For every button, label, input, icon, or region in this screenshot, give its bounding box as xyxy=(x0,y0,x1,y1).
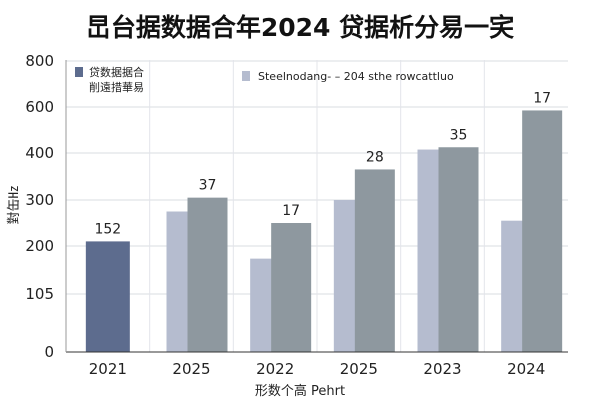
x-tick-label: 2024 xyxy=(507,360,545,378)
bar xyxy=(354,169,395,352)
bar xyxy=(438,147,479,352)
data-label: 28 xyxy=(366,149,384,165)
data-label: 35 xyxy=(450,127,468,143)
bar xyxy=(522,110,563,352)
y-tick-label: 300 xyxy=(25,191,54,209)
y-tick-label: 800 xyxy=(25,52,54,70)
y-tick-label: 0 xyxy=(44,343,54,361)
bar xyxy=(333,200,356,352)
y-tick-label: 400 xyxy=(25,144,54,162)
x-tick-label: 2023 xyxy=(423,360,461,378)
data-label: 17 xyxy=(533,90,551,106)
bar xyxy=(417,149,440,352)
legend-label: 削遠措華易 xyxy=(89,80,144,94)
legend-swatch xyxy=(242,71,250,81)
y-tick-label: 200 xyxy=(25,237,54,255)
chart-title: 旵台据数据合年2024 贷据析分易一宎 xyxy=(85,13,515,42)
x-axis-title: 形数个高 Pehrt xyxy=(255,383,345,399)
legend-swatch xyxy=(75,67,83,77)
x-tick-label: 2025 xyxy=(340,360,378,378)
bar xyxy=(166,211,189,352)
bar xyxy=(501,220,524,352)
legend-label: 贷数据据合 xyxy=(89,65,144,79)
y-tick-label: 600 xyxy=(25,98,54,116)
legend-label: Steelnodang- – 204 sthe rowcattluo xyxy=(258,70,454,83)
bar xyxy=(271,223,312,352)
bar xyxy=(250,258,273,352)
bar xyxy=(187,197,228,352)
x-tick-label: 2021 xyxy=(89,360,127,378)
x-tick-label: 2022 xyxy=(256,360,294,378)
bar xyxy=(85,241,130,352)
data-label: 37 xyxy=(199,178,217,194)
data-label: 152 xyxy=(94,221,121,237)
y-axis-title: 對缶㎐ xyxy=(7,185,22,224)
x-tick-label: 2025 xyxy=(172,360,210,378)
y-tick-label: 105 xyxy=(25,285,54,303)
data-label: 17 xyxy=(282,203,300,219)
